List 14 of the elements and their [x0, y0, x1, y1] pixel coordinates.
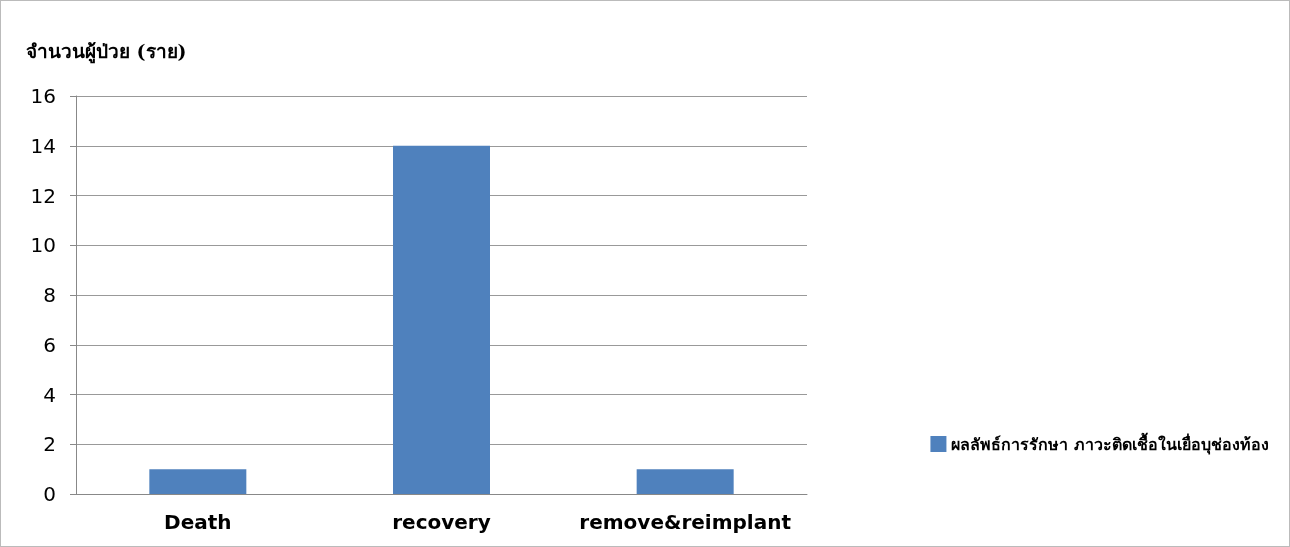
y-tick-label: 14: [30, 133, 56, 158]
y-tick-label: 4: [43, 382, 56, 407]
y-tick-label: 8: [43, 283, 56, 307]
y-tick-label: 12: [30, 183, 56, 208]
y-tick-label: 16: [30, 84, 56, 108]
x-tick-label: recovery: [392, 510, 491, 534]
y-tick-label: 6: [43, 332, 56, 357]
y-axis-title: จำนวนผู้ป่วย (ราย): [26, 39, 187, 64]
y-tick-label: 10: [30, 233, 56, 258]
x-tick-label: Death: [164, 510, 232, 534]
legend-label: ผลลัพธ์การรักษา ภาวะติดเชื้อในเยื่อบุช่องท้อง: [951, 431, 1270, 455]
x-tick-label: remove&reimplant: [579, 510, 792, 534]
y-tick-label: 2: [43, 432, 56, 457]
y-tick-label: 0: [43, 482, 56, 506]
